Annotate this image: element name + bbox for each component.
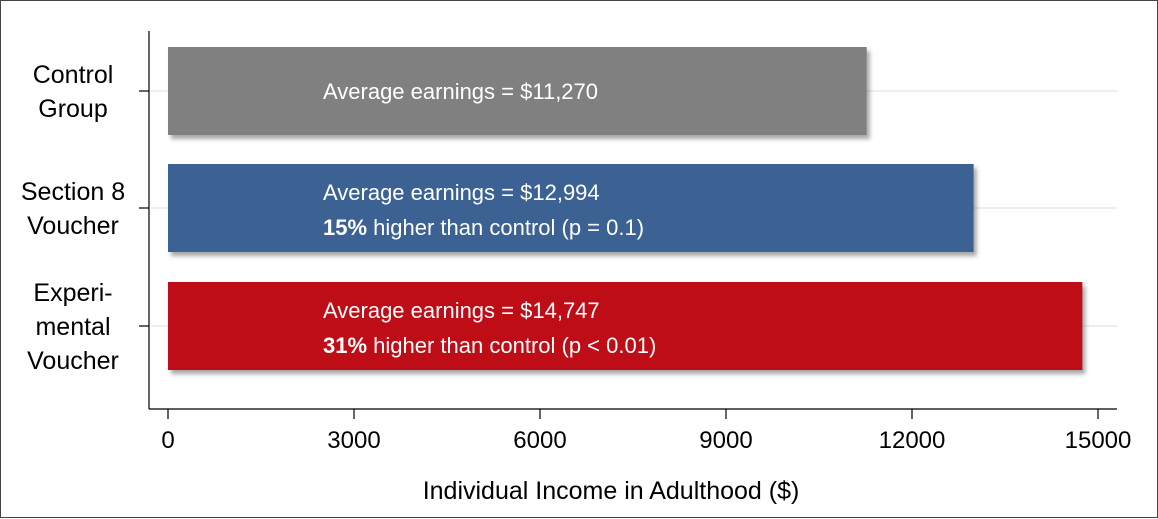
x-tick-label: 9000	[699, 427, 752, 454]
bar-annotation-line1: Average earnings = $14,747	[323, 298, 600, 323]
category-label: Section 8 Voucher	[21, 178, 125, 240]
y-labels: Control Group Section 8 Voucher Experi-menta…	[21, 61, 149, 375]
x-tick-label: 6000	[513, 427, 566, 454]
x-tick-label: 12000	[879, 427, 946, 454]
bar	[168, 164, 974, 252]
x-axis-title: Individual Income in Adulthood ($)	[423, 477, 800, 505]
x-ticks: 0 3000 6000 9000 12000 15000	[161, 409, 1131, 454]
category-label: Experi-mental Voucher	[27, 279, 119, 375]
bar-annotation-line2: 15% higher than control (p = 0.1)	[323, 215, 644, 240]
bar-annotation-line1: Average earnings = $11,270	[323, 79, 598, 104]
x-tick-label: 3000	[327, 427, 380, 454]
bar-annotation-line2: 31% higher than control (p < 0.01)	[323, 333, 656, 358]
x-tick-label: 0	[161, 427, 174, 454]
bar	[168, 47, 867, 135]
x-tick-label: 15000	[1065, 427, 1132, 454]
bar-annotation-line1: Average earnings = $12,994	[323, 180, 600, 205]
category-label: Control Group	[33, 61, 114, 123]
bars: Average earnings = $11,270 Average earnin…	[168, 47, 1083, 370]
axes	[148, 31, 1117, 410]
bar	[168, 282, 1083, 370]
